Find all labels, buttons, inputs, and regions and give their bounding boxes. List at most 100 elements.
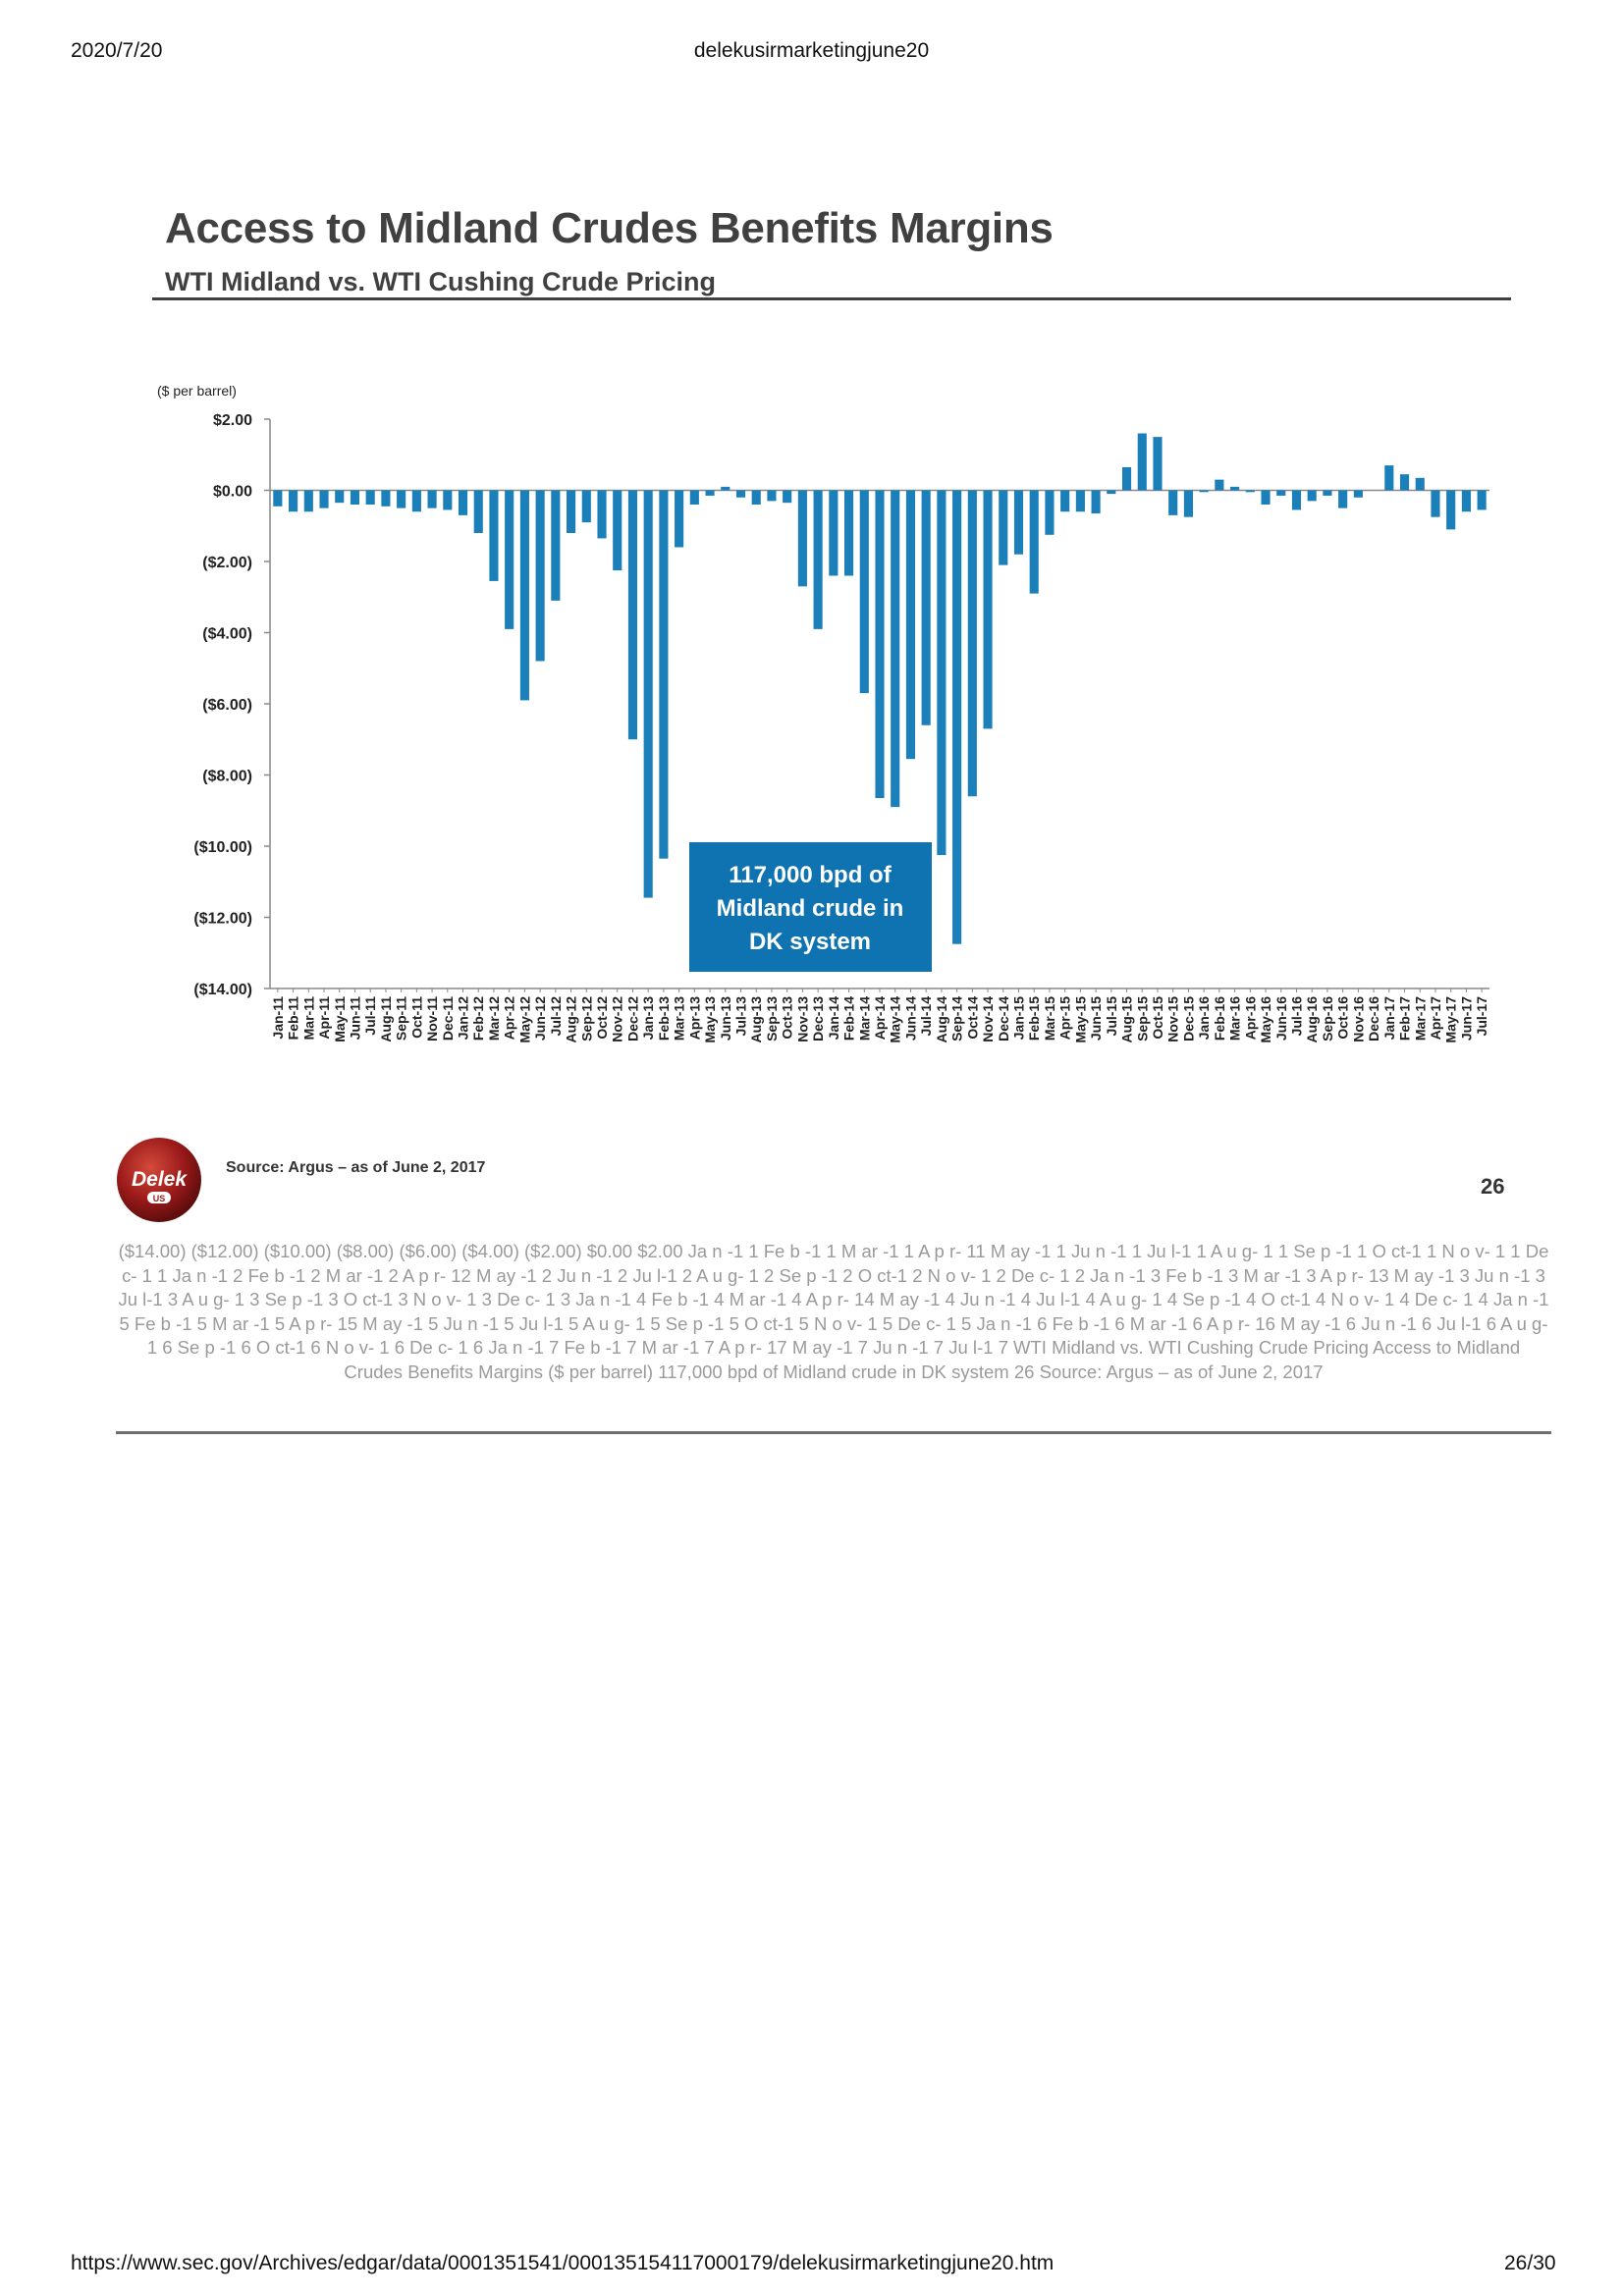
bar-aug-11 <box>381 490 391 507</box>
y-tick-label: ($4.00) <box>202 626 252 643</box>
logo-badge <box>147 1192 171 1203</box>
y-tick-label: ($6.00) <box>202 697 252 714</box>
x-tick-label: Nov-13 <box>794 996 810 1042</box>
bar-aug-16 <box>1307 490 1317 502</box>
footer-page-count: 26/30 <box>1504 2252 1556 2274</box>
footer-url[interactable]: https://www.sec.gov/Archives/edgar/data/… <box>71 2252 1055 2274</box>
bar-apr-16 <box>1245 490 1255 493</box>
x-tick-label: Jul-15 <box>1104 996 1119 1037</box>
x-tick-label: Feb-12 <box>470 996 486 1041</box>
bar-aug-14 <box>937 490 947 856</box>
bar-oct-11 <box>411 490 421 512</box>
callout-line-1: 117,000 bpd of <box>729 862 892 888</box>
x-tick-label: Jun-14 <box>902 996 918 1041</box>
bar-nov-12 <box>613 490 622 571</box>
bar-jul-14 <box>921 490 931 725</box>
bar-jan-12 <box>458 490 468 515</box>
x-tick-label: Dec-15 <box>1180 996 1196 1041</box>
x-tick-label: Jun-17 <box>1458 996 1474 1041</box>
bar-mar-12 <box>489 490 499 581</box>
x-tick-label: May-17 <box>1443 996 1459 1043</box>
bar-may-17 <box>1446 490 1456 530</box>
x-tick-label: Apr-13 <box>686 996 702 1041</box>
x-tick-label: Mar-17 <box>1412 996 1428 1041</box>
bar-feb-16 <box>1215 479 1224 491</box>
y-tick-label: ($10.00) <box>193 839 252 856</box>
print-document-title: delekusirmarketingjune20 <box>693 39 930 62</box>
bar-jun-17 <box>1461 490 1471 512</box>
bar-jun-13 <box>721 486 730 491</box>
x-tick-label: Apr-11 <box>316 996 332 1040</box>
x-tick-label: Oct-13 <box>780 996 795 1040</box>
bar-dec-13 <box>813 490 823 629</box>
bar-feb-17 <box>1399 474 1410 491</box>
y-axis: $2.00 $0.00 ($2.00) ($4.00) ($6.00) ($8.00) ($… <box>193 412 1489 998</box>
bar-jul-16 <box>1291 490 1302 510</box>
x-tick-label: May-15 <box>1072 996 1088 1043</box>
bar-jul-13 <box>735 490 746 498</box>
bar-oct-15 <box>1153 437 1163 491</box>
bar-may-12 <box>519 490 529 701</box>
x-tick-label: Feb-13 <box>656 996 672 1041</box>
x-tick-label: Sep-13 <box>764 996 780 1041</box>
bar-jul-17 <box>1477 490 1487 510</box>
x-tick-label: Mar-13 <box>672 996 687 1041</box>
x-tick-label: Jan-14 <box>826 996 841 1041</box>
logo-text: Delek <box>132 1168 188 1191</box>
y-tick-label: $0.00 <box>213 484 252 501</box>
bar-feb-13 <box>659 490 669 859</box>
x-tick-label: Nov-14 <box>980 996 996 1042</box>
x-tick-label: May-11 <box>332 996 348 1042</box>
x-tick-label: Aug-13 <box>748 996 764 1043</box>
bar-mar-15 <box>1045 490 1055 535</box>
x-tick-label: Jun-16 <box>1273 996 1289 1041</box>
slide-page-number: 26 <box>1481 1174 1505 1199</box>
bar-feb-12 <box>473 490 483 533</box>
bar-jan-17 <box>1384 465 1394 491</box>
x-tick-label: Apr-12 <box>502 996 517 1041</box>
logo-circle <box>117 1138 201 1222</box>
x-tick-label: Feb-11 <box>286 996 301 1041</box>
delek-logo: Delek US <box>117 1138 201 1222</box>
bar-mar-16 <box>1230 486 1240 491</box>
bar-jan-14 <box>829 490 839 576</box>
x-tick-label: Mar-16 <box>1227 996 1243 1041</box>
bar-jul-11 <box>365 490 375 505</box>
bar-feb-14 <box>844 490 854 576</box>
x-tick-label: Jul-16 <box>1288 996 1304 1037</box>
x-tick-label: Jun-12 <box>532 996 548 1041</box>
x-tick-label: Aug-11 <box>378 996 394 1042</box>
x-tick-label: Feb-15 <box>1026 996 1042 1041</box>
bar-may-16 <box>1261 490 1271 505</box>
x-tick-label: Oct-15 <box>1150 996 1165 1040</box>
x-tick-label: Feb-14 <box>841 996 857 1041</box>
callout-box: 117,000 bpd of Midland crude in DK syste… <box>689 842 932 972</box>
y-tick-label: ($2.00) <box>202 555 252 571</box>
x-tick-label: Jan-17 <box>1381 996 1397 1041</box>
bar-sep-11 <box>397 490 406 508</box>
x-tick-label: May-16 <box>1258 996 1273 1043</box>
title-underline <box>152 297 1511 300</box>
bars <box>273 433 1487 944</box>
bar-dec-12 <box>627 490 638 740</box>
logo-subtext: US <box>153 1194 166 1203</box>
bar-sep-16 <box>1323 490 1332 496</box>
x-tick-label: Oct-14 <box>964 996 980 1040</box>
bar-mar-13 <box>675 490 684 548</box>
bar-oct-13 <box>783 490 792 504</box>
x-tick-label: Feb-17 <box>1397 996 1413 1041</box>
x-tick-label: Aug-14 <box>934 996 949 1043</box>
x-tick-label: Jul-14 <box>918 996 934 1037</box>
bottom-divider <box>116 1431 1551 1434</box>
x-tick-label: Mar-11 <box>300 996 316 1041</box>
bar-oct-16 <box>1338 490 1348 508</box>
x-tick-label: Nov-16 <box>1350 996 1366 1042</box>
bar-aug-12 <box>567 490 576 533</box>
x-tick-label: Dec-13 <box>810 996 826 1041</box>
bar-apr-17 <box>1431 490 1440 517</box>
x-tick-label: Jun-13 <box>718 996 733 1041</box>
bar-jul-12 <box>551 490 561 601</box>
x-tick-label: Apr-17 <box>1428 996 1443 1041</box>
x-tick-label: Apr-16 <box>1242 996 1258 1041</box>
x-tick-label: Jul-17 <box>1474 996 1489 1037</box>
